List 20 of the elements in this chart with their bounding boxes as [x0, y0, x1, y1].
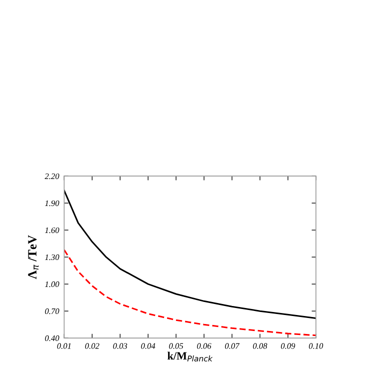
y-axis-title: Λ$_{π}$ /TeV	[28, 235, 39, 280]
y-tick-label: 0.40	[45, 335, 60, 342]
y-tick-label: 1.90	[45, 200, 60, 206]
y-tick-label: 1.60	[45, 227, 60, 234]
x-tick-label: 0.03	[113, 343, 128, 349]
y-tick-label: 1.30	[45, 254, 60, 260]
x-tick-label: 0.10	[308, 343, 324, 349]
x-tick-label: 0.09	[280, 343, 296, 349]
y-tick-label: 2.20	[44, 173, 60, 180]
x-tick-label: 0.06	[197, 343, 212, 349]
x-tick-label: 0.08	[253, 343, 268, 349]
y-tick-label: 1.00	[45, 281, 60, 288]
x-tick-label: 0.07	[225, 343, 240, 349]
x-tick-label: 0.02	[85, 343, 100, 349]
x-axis-title: k/M$_{Planck}$	[168, 352, 213, 362]
line-series	[64, 190, 316, 320]
x-tick-label: 0.04	[141, 343, 156, 349]
y-tick-label: 0.70	[45, 308, 60, 314]
x-tick-label: 0.01	[57, 343, 71, 349]
x-tick-label: 0.05	[169, 343, 184, 349]
